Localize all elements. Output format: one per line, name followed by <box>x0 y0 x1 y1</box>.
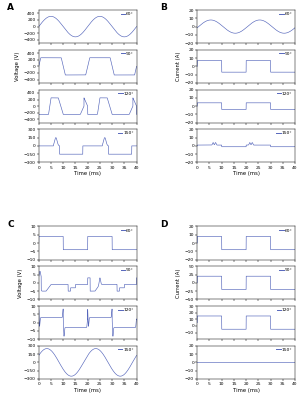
Legend: 90°: 90° <box>120 51 134 57</box>
Legend: 60°: 60° <box>120 228 134 233</box>
Legend: 150°: 150° <box>276 347 293 352</box>
Legend: 150°: 150° <box>117 347 134 352</box>
Legend: 60°: 60° <box>120 12 134 16</box>
Y-axis label: Voltage (V): Voltage (V) <box>18 268 23 298</box>
Text: A: A <box>7 3 14 12</box>
Text: B: B <box>160 3 167 12</box>
Legend: 60°: 60° <box>279 228 293 233</box>
Legend: 150°: 150° <box>117 131 134 136</box>
Legend: 150°: 150° <box>276 131 293 136</box>
X-axis label: Time (ms): Time (ms) <box>74 388 101 393</box>
X-axis label: Time (ms): Time (ms) <box>233 388 260 393</box>
Legend: 120°: 120° <box>276 91 293 96</box>
Text: D: D <box>160 220 167 229</box>
Legend: 90°: 90° <box>120 268 134 273</box>
Legend: 120°: 120° <box>276 308 293 313</box>
Legend: 90°: 90° <box>279 51 293 57</box>
Y-axis label: Current (A): Current (A) <box>176 52 181 81</box>
Text: C: C <box>7 220 14 229</box>
Y-axis label: Current (A): Current (A) <box>176 268 181 298</box>
Legend: 120°: 120° <box>118 308 134 313</box>
Legend: 120°: 120° <box>118 91 134 96</box>
Legend: 90°: 90° <box>279 268 293 273</box>
Legend: 60°: 60° <box>279 12 293 16</box>
X-axis label: Time (ms): Time (ms) <box>233 171 260 176</box>
Y-axis label: Voltage (V): Voltage (V) <box>15 52 20 81</box>
X-axis label: Time (ms): Time (ms) <box>74 171 101 176</box>
